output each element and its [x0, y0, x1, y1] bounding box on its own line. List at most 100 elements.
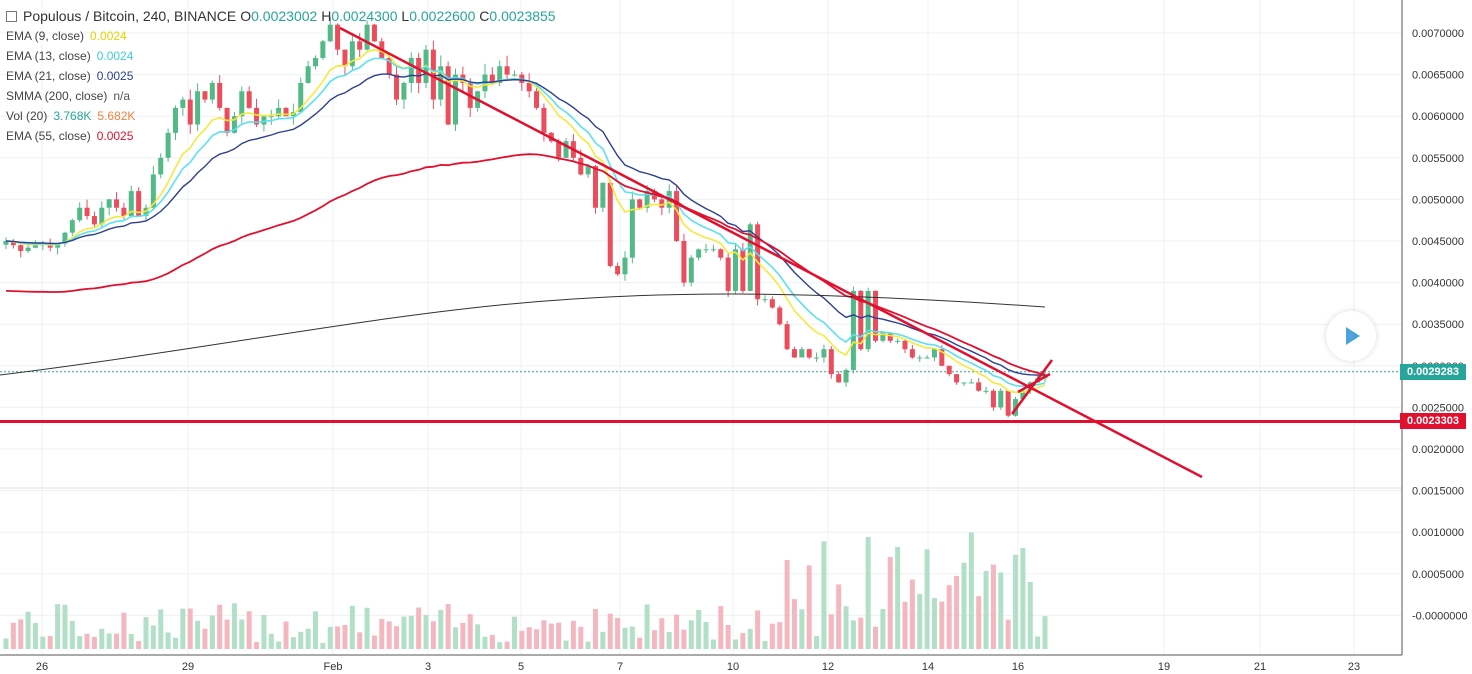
- candle[interactable]: [401, 81, 407, 109]
- candle[interactable]: [511, 70, 517, 77]
- candle[interactable]: [504, 55, 510, 81]
- candle[interactable]: [371, 23, 377, 43]
- candle[interactable]: [195, 83, 201, 131]
- indicator-ema55[interactable]: EMA (55, close) 0.0025: [6, 129, 134, 143]
- candle[interactable]: [990, 389, 996, 411]
- candle[interactable]: [62, 231, 68, 247]
- indicator-ema9[interactable]: EMA (9, close) 0.0024: [6, 29, 127, 43]
- candle[interactable]: [821, 344, 827, 363]
- candle[interactable]: [600, 182, 606, 213]
- candle[interactable]: [312, 55, 318, 70]
- candle[interactable]: [364, 20, 370, 51]
- candle[interactable]: [924, 355, 930, 359]
- candle[interactable]: [784, 320, 790, 351]
- candle[interactable]: [1005, 390, 1011, 418]
- candle[interactable]: [335, 23, 341, 56]
- candle[interactable]: [114, 192, 120, 212]
- candle[interactable]: [327, 17, 333, 43]
- candle[interactable]: [696, 248, 702, 261]
- candle[interactable]: [983, 386, 989, 394]
- candle[interactable]: [659, 198, 665, 216]
- candle[interactable]: [629, 191, 635, 264]
- candle[interactable]: [799, 346, 805, 358]
- candle[interactable]: [637, 198, 643, 210]
- candle[interactable]: [814, 352, 820, 362]
- candle[interactable]: [99, 201, 105, 228]
- candle[interactable]: [91, 211, 97, 227]
- candle[interactable]: [681, 233, 687, 287]
- indicator-vol20[interactable]: Vol (20) 3.768K 5.682K: [6, 109, 136, 123]
- candle[interactable]: [77, 202, 83, 223]
- candle[interactable]: [276, 99, 282, 118]
- candle[interactable]: [828, 346, 834, 379]
- candle[interactable]: [836, 371, 842, 383]
- candle[interactable]: [106, 198, 112, 216]
- candle[interactable]: [172, 105, 178, 141]
- candle[interactable]: [239, 86, 245, 125]
- candle[interactable]: [622, 251, 628, 281]
- candle[interactable]: [703, 243, 709, 254]
- candle[interactable]: [246, 86, 252, 110]
- candle[interactable]: [165, 128, 171, 162]
- candle[interactable]: [18, 244, 24, 258]
- candle[interactable]: [615, 262, 621, 276]
- candle[interactable]: [644, 184, 650, 213]
- candle[interactable]: [563, 138, 569, 159]
- candle[interactable]: [305, 60, 311, 84]
- candle[interactable]: [976, 378, 982, 392]
- candle[interactable]: [342, 49, 348, 75]
- candle[interactable]: [217, 75, 223, 111]
- play-button[interactable]: [1326, 311, 1376, 361]
- breakout-line-2[interactable]: [1017, 372, 1051, 394]
- candle[interactable]: [497, 60, 503, 87]
- candle[interactable]: [733, 242, 739, 294]
- candle[interactable]: [880, 331, 886, 343]
- candle[interactable]: [917, 355, 923, 362]
- indicator-smma200[interactable]: SMMA (200, close) n/a: [6, 89, 131, 103]
- indicator-ema21[interactable]: EMA (21, close) 0.0025: [6, 69, 134, 83]
- candle[interactable]: [843, 368, 849, 387]
- candle[interactable]: [688, 255, 694, 287]
- candle[interactable]: [710, 244, 716, 253]
- candle[interactable]: [954, 373, 960, 385]
- candle[interactable]: [931, 348, 937, 362]
- candle[interactable]: [777, 305, 783, 326]
- candle[interactable]: [769, 296, 775, 309]
- candle[interactable]: [865, 287, 871, 352]
- candle[interactable]: [902, 338, 908, 354]
- candle[interactable]: [998, 388, 1004, 410]
- candle[interactable]: [349, 32, 355, 70]
- downtrend-line[interactable]: [339, 26, 1203, 479]
- candle[interactable]: [718, 248, 724, 261]
- indicator-ema13[interactable]: EMA (13, close) 0.0024: [6, 49, 134, 63]
- collapse-icon[interactable]: [6, 10, 17, 22]
- candle[interactable]: [209, 80, 215, 104]
- candle[interactable]: [791, 346, 797, 358]
- candle[interactable]: [850, 286, 856, 374]
- candle[interactable]: [394, 64, 400, 106]
- candle[interactable]: [408, 52, 414, 93]
- candle[interactable]: [909, 344, 915, 359]
- candle[interactable]: [261, 114, 267, 132]
- candle[interactable]: [158, 153, 164, 179]
- candle[interactable]: [202, 90, 208, 103]
- candle[interactable]: [593, 164, 599, 214]
- candle[interactable]: [268, 109, 274, 125]
- candle[interactable]: [968, 378, 974, 384]
- candle[interactable]: [187, 89, 193, 134]
- candle[interactable]: [180, 96, 186, 116]
- candle[interactable]: [806, 348, 812, 360]
- candle[interactable]: [84, 199, 90, 220]
- candle[interactable]: [445, 61, 451, 126]
- candle[interactable]: [674, 186, 680, 242]
- candle[interactable]: [430, 40, 436, 109]
- candle[interactable]: [762, 295, 768, 303]
- candle[interactable]: [69, 218, 75, 236]
- breakout-line[interactable]: [1010, 359, 1054, 415]
- candle[interactable]: [725, 252, 731, 297]
- candle[interactable]: [320, 39, 326, 60]
- candle[interactable]: [961, 382, 967, 387]
- candle[interactable]: [895, 338, 901, 344]
- candle[interactable]: [607, 179, 613, 268]
